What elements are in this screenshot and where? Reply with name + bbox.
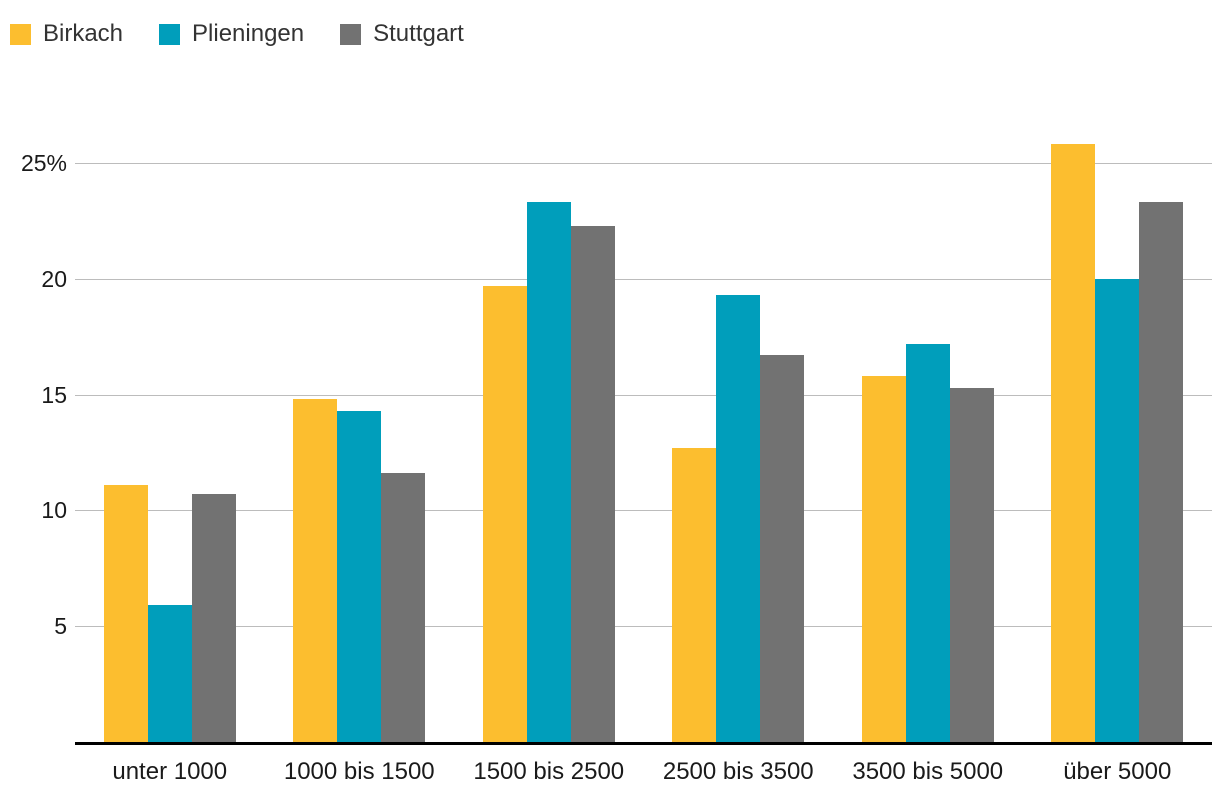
legend-label: Birkach	[43, 20, 124, 47]
legend-item-plieningen: Plieningen	[159, 20, 304, 48]
y-axis-tick-label: 25%	[20, 150, 67, 176]
legend-label: Plieningen	[192, 20, 305, 47]
bar-birkach-3[interactable]	[482, 285, 527, 742]
x-axis-category-label: 1500 bis 2500	[473, 758, 625, 785]
legend-label: Stuttgart	[373, 20, 464, 47]
y-axis-tick-label: 10	[41, 497, 67, 524]
x-axis-line	[75, 742, 1212, 745]
gridline-10	[75, 510, 1212, 512]
bar-stuttgart-3[interactable]	[570, 225, 615, 742]
bar-stuttgart-4[interactable]	[760, 355, 805, 742]
bar-stuttgart-5[interactable]	[949, 387, 994, 742]
legend-item-stuttgart: Stuttgart	[340, 20, 464, 48]
legend-swatch-icon	[159, 23, 181, 45]
bar-stuttgart-6[interactable]	[1139, 202, 1184, 742]
gridline-15	[75, 394, 1212, 396]
x-axis-category-label: über 5000	[1063, 758, 1172, 785]
bar-plieningen-3[interactable]	[526, 202, 571, 742]
y-axis-tick-label: 5	[54, 613, 67, 640]
y-axis-tick-label: 15	[41, 381, 67, 408]
x-axis-category-label: 3500 bis 5000	[852, 758, 1004, 785]
bar-plieningen-5[interactable]	[905, 343, 950, 742]
bar-stuttgart-2[interactable]	[381, 473, 426, 742]
bar-birkach-1[interactable]	[103, 484, 148, 742]
gridline-5	[75, 626, 1212, 628]
legend-item-birkach: Birkach	[10, 20, 123, 48]
legend-swatch-icon	[340, 23, 362, 45]
bar-plieningen-2[interactable]	[337, 410, 382, 742]
bar-plieningen-1[interactable]	[147, 605, 192, 742]
bar-plieningen-6[interactable]	[1095, 278, 1140, 742]
gridline-20	[75, 278, 1212, 280]
bar-stuttgart-1[interactable]	[191, 494, 236, 742]
legend: Birkach Plieningen Stuttgart	[10, 20, 500, 48]
legend-swatch-icon	[10, 23, 31, 45]
bar-birkach-6[interactable]	[1051, 144, 1096, 742]
bar-plieningen-4[interactable]	[716, 295, 761, 742]
x-axis-category-label: 1000 bis 1500	[283, 758, 435, 785]
x-axis-category-label: unter 1000	[112, 758, 228, 785]
bar-birkach-5[interactable]	[861, 376, 906, 742]
y-axis-tick-label: 20	[41, 265, 67, 292]
gridline-25	[75, 163, 1212, 164]
bar-birkach-4[interactable]	[672, 447, 717, 742]
x-axis-category-label: 2500 bis 3500	[662, 758, 814, 785]
bar-birkach-2[interactable]	[293, 399, 338, 742]
